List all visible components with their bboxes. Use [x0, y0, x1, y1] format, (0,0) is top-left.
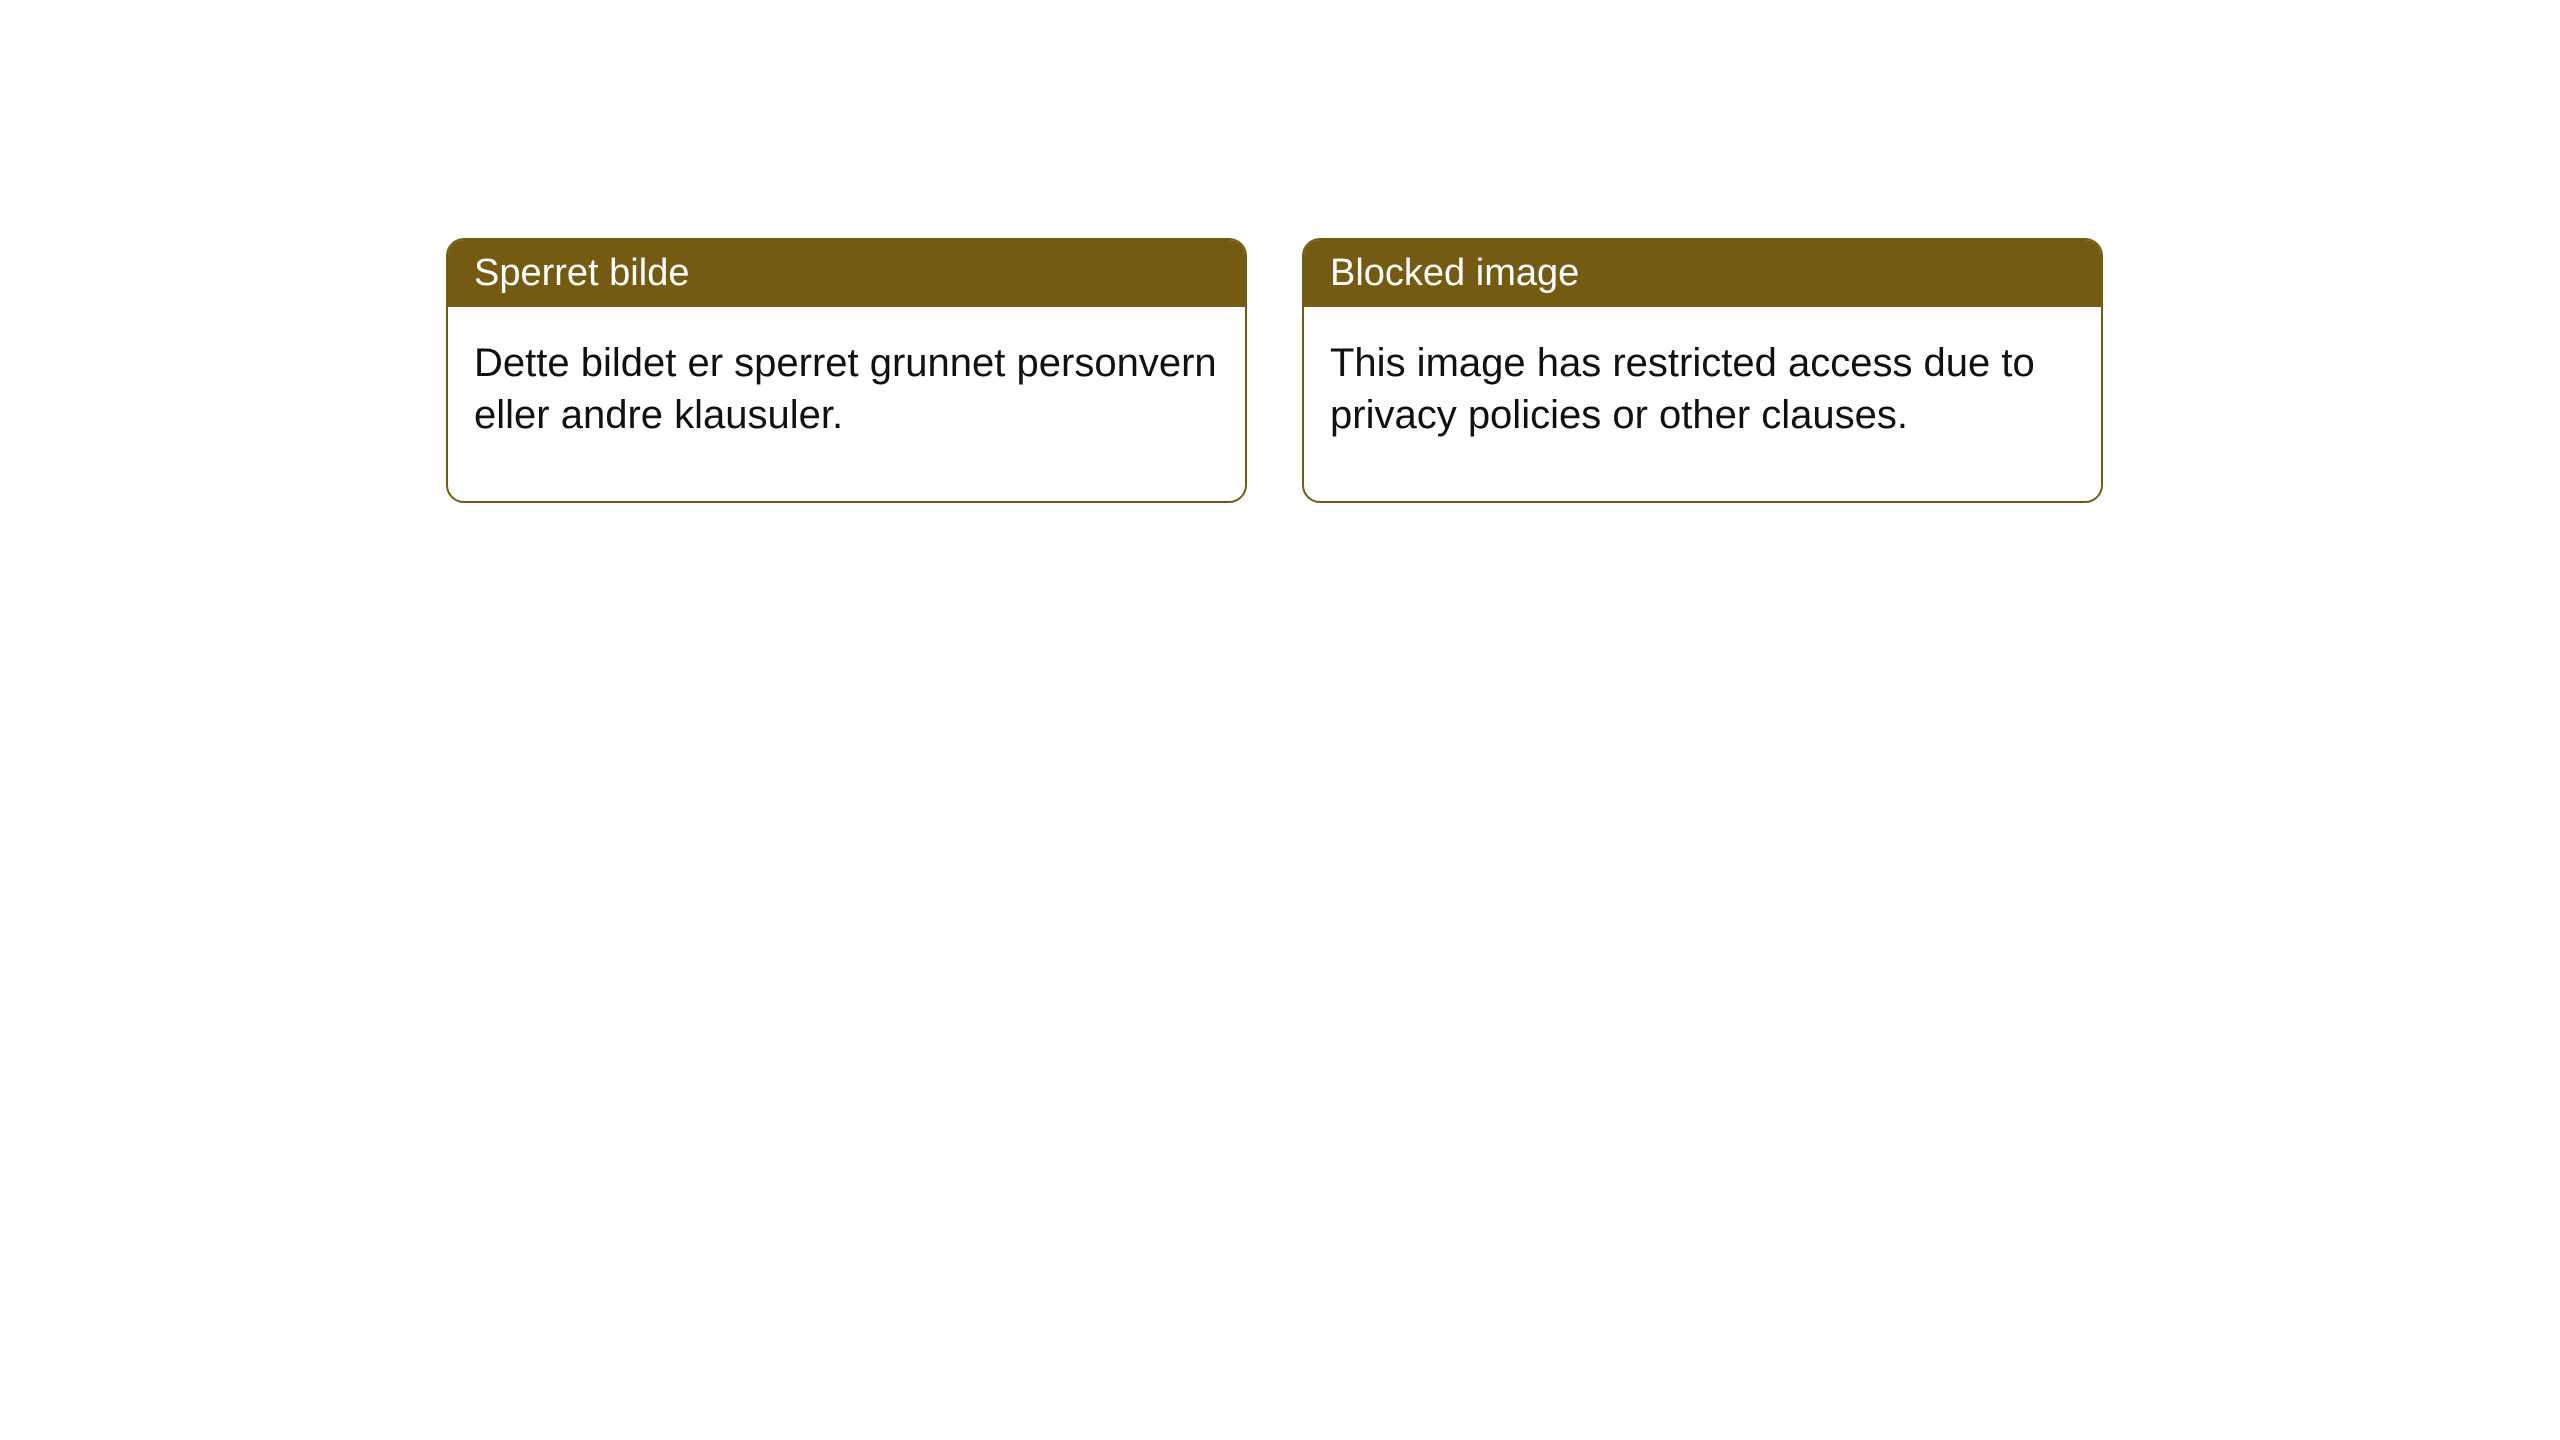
notice-card-english: Blocked image This image has restricted … — [1302, 238, 2103, 503]
notice-card-norwegian: Sperret bilde Dette bildet er sperret gr… — [446, 238, 1247, 503]
notice-title: Blocked image — [1304, 240, 2101, 307]
notice-body: This image has restricted access due to … — [1304, 307, 2101, 501]
notice-container: Sperret bilde Dette bildet er sperret gr… — [0, 0, 2560, 503]
notice-title: Sperret bilde — [448, 240, 1245, 307]
notice-body: Dette bildet er sperret grunnet personve… — [448, 307, 1245, 501]
